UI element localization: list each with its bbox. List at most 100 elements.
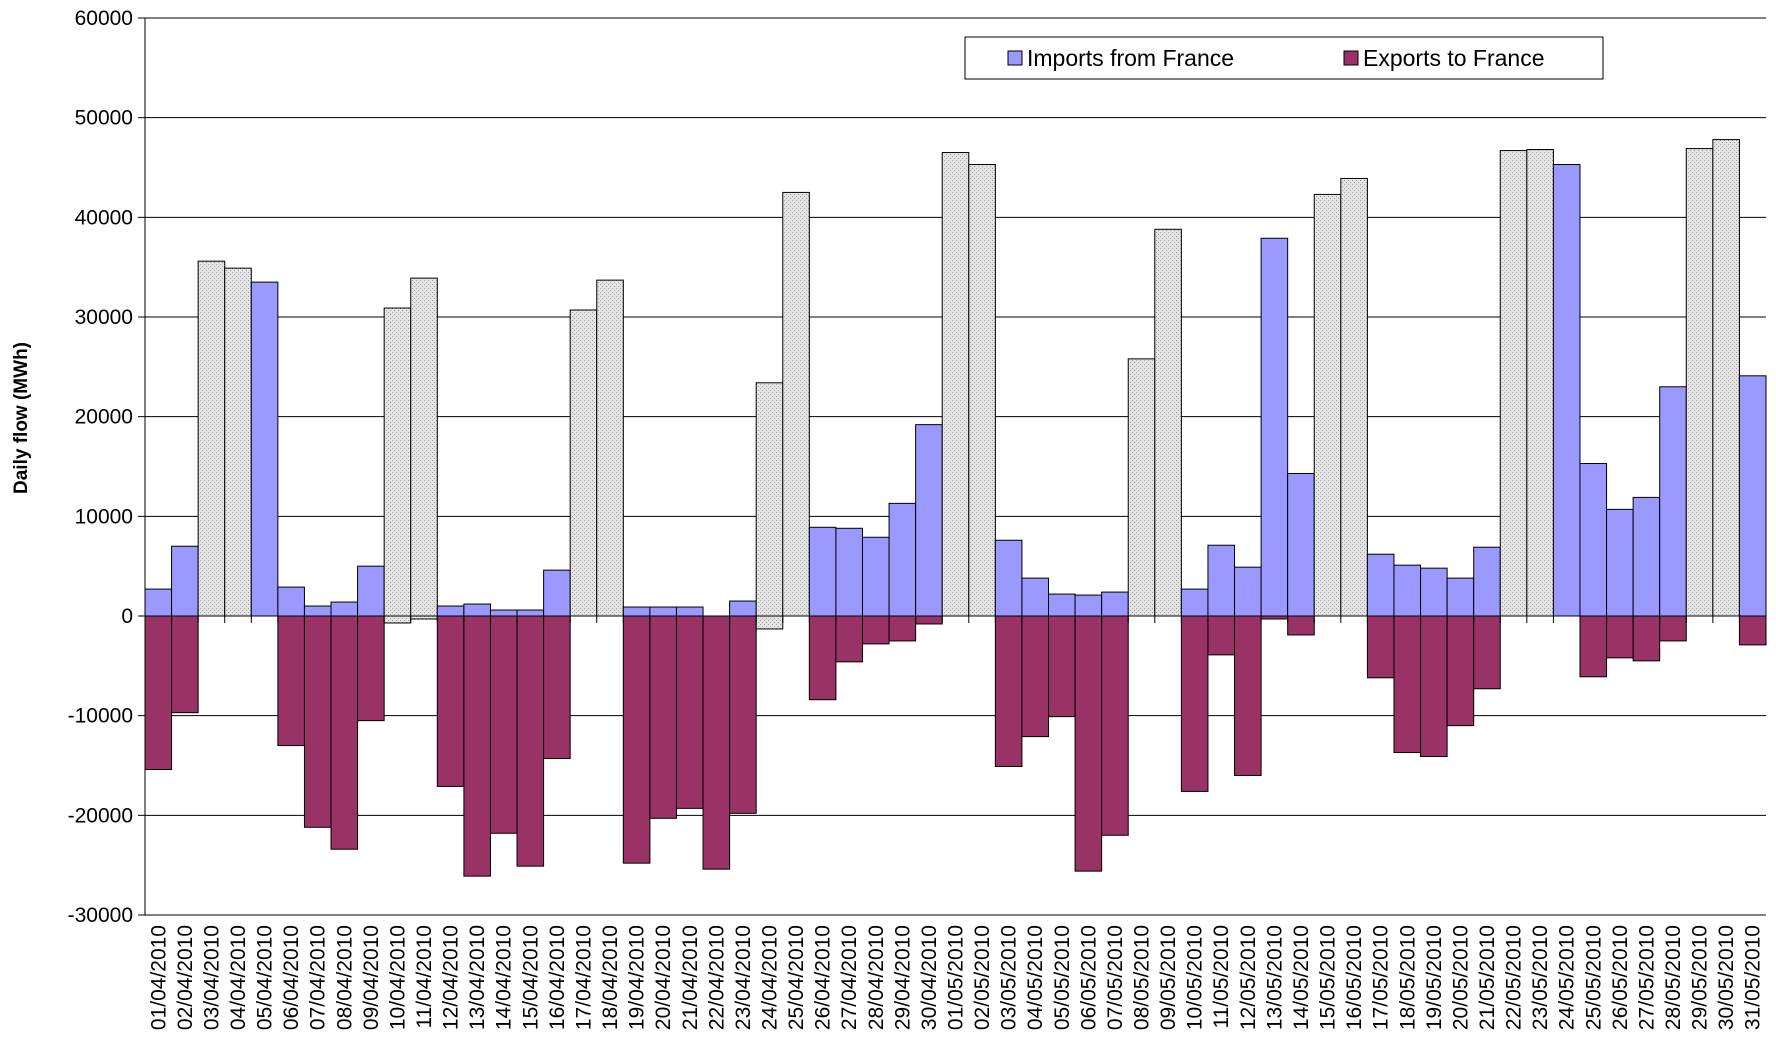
x-tick-label: 21/05/2010 [1476,925,1499,1030]
bar-exports [1738,615,1767,646]
bar-imports [1207,544,1236,617]
bar-imports [1606,508,1634,617]
bar-imports [1632,496,1661,617]
y-tick-label: 20000 [75,406,133,429]
bar-imports [1473,546,1501,617]
bar-imports [596,279,624,617]
x-tick-label: 22/05/2010 [1503,925,1526,1030]
bar-imports [383,307,412,617]
bar-imports [1234,566,1262,617]
bar-exports [1393,615,1422,754]
bar-imports [1393,564,1422,617]
bar-imports [1499,150,1528,617]
x-tick-label: 09/04/2010 [360,925,383,1030]
bar-exports [702,615,731,870]
x-tick-label: 12/04/2010 [440,925,463,1030]
y-tick-label: -20000 [68,804,133,827]
y-tick-label: -30000 [68,904,133,927]
bar-exports [1207,615,1236,656]
bar-imports [1154,228,1182,617]
bar-imports [463,603,491,617]
bar-imports [1552,164,1581,617]
bar-imports [1659,386,1687,617]
bar-exports [330,615,359,850]
bar-exports [729,615,757,814]
x-tick-label: 17/05/2010 [1370,925,1393,1030]
bar-imports [861,536,890,617]
x-tick-label: 25/05/2010 [1582,925,1605,1030]
x-tick-label: 27/04/2010 [838,925,861,1030]
bar-exports [303,615,332,828]
y-tick-label: 50000 [75,107,133,130]
bar-exports [1101,615,1129,836]
bar-imports [1021,577,1050,617]
bar-imports [1260,237,1289,617]
bar-imports [144,588,173,617]
x-axis-tick-labels: 01/04/2010 02/04/2010 03/04/2010 04/04/2010… [147,925,1764,1030]
y-tick-label: 30000 [75,306,133,329]
x-tick-label: 23/05/2010 [1529,925,1552,1030]
bar-imports [1101,591,1129,617]
x-tick-label: 15/04/2010 [519,925,542,1030]
bar-exports [277,615,305,747]
bar-exports [463,615,491,877]
bar-exports [1659,615,1687,642]
bar-exports [1446,615,1475,727]
x-tick-label: 11/04/2010 [413,925,436,1029]
bar-imports [808,526,837,617]
bar-imports [1048,593,1076,617]
bar-exports [144,615,173,770]
bar-exports [1048,615,1076,718]
x-tick-label: 12/05/2010 [1237,925,1260,1030]
x-tick-label: 28/04/2010 [865,925,888,1030]
bars [144,139,1767,877]
x-tick-label: 17/04/2010 [572,925,595,1030]
x-tick-label: 14/04/2010 [493,925,516,1030]
bar-imports [649,606,677,617]
bar-imports [675,606,704,617]
bar-exports [1180,615,1209,792]
x-tick-label: 24/05/2010 [1556,925,1579,1030]
bar-exports [171,615,199,714]
bar-imports [410,277,438,617]
bar-exports [1420,615,1448,758]
bar-imports [888,502,917,617]
bar-exports [1234,615,1262,776]
x-tick-label: 07/04/2010 [307,925,330,1030]
bar-imports [915,424,943,617]
bar-exports [649,615,677,819]
bar-imports [729,600,757,617]
y-tick-label: 10000 [75,505,133,528]
bar-imports [1446,577,1475,617]
legend-label-imports: Imports from France [1027,45,1234,71]
x-tick-label: 10/04/2010 [386,925,409,1030]
y-axis-label: Daily flow (MWh) [11,342,32,494]
bar-exports [1074,615,1103,872]
bar-imports [1420,567,1448,617]
bar-imports [197,260,226,617]
x-tick-label: 04/05/2010 [1024,925,1047,1030]
x-tick-label: 24/04/2010 [758,925,781,1030]
x-tick-label: 09/05/2010 [1157,925,1180,1030]
bar-imports [994,539,1023,617]
x-tick-label: 03/04/2010 [200,925,223,1030]
x-tick-label: 30/04/2010 [918,925,941,1030]
bar-imports [782,191,810,617]
bar-exports [543,615,571,760]
legend-label-exports: Exports to France [1363,45,1545,71]
x-tick-label: 06/04/2010 [280,925,303,1030]
x-tick-label: 01/04/2010 [147,925,170,1030]
x-tick-label: 19/05/2010 [1423,925,1446,1030]
y-axis-tick-labels: -30000 -20000 -10000 0 10000 20000 30000 40000 5… [68,7,133,927]
legend-swatch-imports [1007,50,1023,66]
x-tick-label: 29/05/2010 [1689,925,1712,1030]
x-tick-label: 16/04/2010 [546,925,569,1030]
bar-imports [330,601,359,617]
bar-exports [516,615,545,867]
bar-imports [1526,149,1554,617]
bar-exports [1473,615,1501,690]
bar-exports [835,615,863,663]
x-tick-label: 02/05/2010 [971,925,994,1030]
x-tick-label: 26/04/2010 [812,925,835,1030]
